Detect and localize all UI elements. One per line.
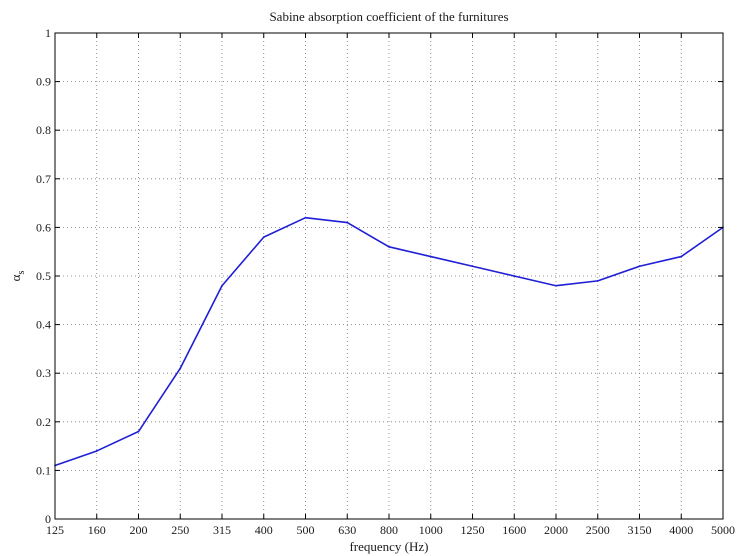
x-tick-label: 5000 <box>711 523 735 537</box>
data-point <box>429 255 432 258</box>
data-point <box>137 430 140 433</box>
y-tick-label: 0.8 <box>36 123 51 137</box>
x-tick-label: 630 <box>338 523 356 537</box>
y-axis-label-symbol: α <box>8 274 23 281</box>
y-tick-labels: 0 0.1 0.2 0.3 0.4 0.5 0.6 0.7 0.8 0.9 1 <box>36 26 51 526</box>
y-tick-label: 0.2 <box>36 415 51 429</box>
x-tick-label: 2000 <box>544 523 568 537</box>
x-tick-label: 4000 <box>669 523 693 537</box>
y-tick-label: 0.7 <box>36 172 51 186</box>
data-point <box>95 450 98 452</box>
data-point <box>346 221 349 224</box>
data-point <box>304 216 307 219</box>
y-tick-label: 0.9 <box>36 75 51 89</box>
data-point <box>680 255 683 258</box>
x-axis-label: frequency (Hz) <box>349 539 428 554</box>
data-point <box>513 275 516 277</box>
y-axis-label: αs <box>8 271 27 282</box>
x-tick-label: 125 <box>46 523 64 537</box>
x-tick-label: 800 <box>380 523 398 537</box>
x-tick-label: 400 <box>255 523 273 537</box>
x-tick-labels: 125 160 200 250 315 400 500 630 800 1000 1250 1600 2… <box>46 523 735 537</box>
y-tick-label: 1 <box>45 26 51 40</box>
data-point <box>638 265 641 268</box>
y-tick-label: 0.1 <box>36 463 51 477</box>
data-point <box>555 284 557 287</box>
data-point <box>471 265 474 268</box>
x-tick-label: 1250 <box>461 523 485 537</box>
y-tick-label: 0.6 <box>36 220 51 234</box>
y-tick-label: 0.4 <box>36 318 51 332</box>
chart-title: Sabine absorption coefficient of the fur… <box>269 9 508 24</box>
x-tick-label: 500 <box>297 523 315 537</box>
x-tick-label: 200 <box>130 523 148 537</box>
series-layer <box>54 216 724 467</box>
y-tick-label: 0.5 <box>36 269 51 283</box>
y-tick-label: 0.3 <box>36 366 51 380</box>
data-point <box>179 367 182 370</box>
x-tick-label: 315 <box>213 523 231 537</box>
data-point <box>221 284 223 287</box>
data-point <box>596 279 599 282</box>
tick-marks <box>54 32 724 520</box>
x-tick-label: 3150 <box>628 523 652 537</box>
x-tick-label: 160 <box>88 523 106 537</box>
data-point <box>388 245 390 248</box>
x-tick-label: 2500 <box>586 523 610 537</box>
x-tick-label: 1600 <box>502 523 526 537</box>
data-point <box>262 236 265 239</box>
y-axis-label-subscript: s <box>16 271 27 275</box>
x-tick-label: 250 <box>171 523 189 537</box>
y-tick-label: 0 <box>45 512 51 526</box>
x-tick-label: 1000 <box>419 523 443 537</box>
